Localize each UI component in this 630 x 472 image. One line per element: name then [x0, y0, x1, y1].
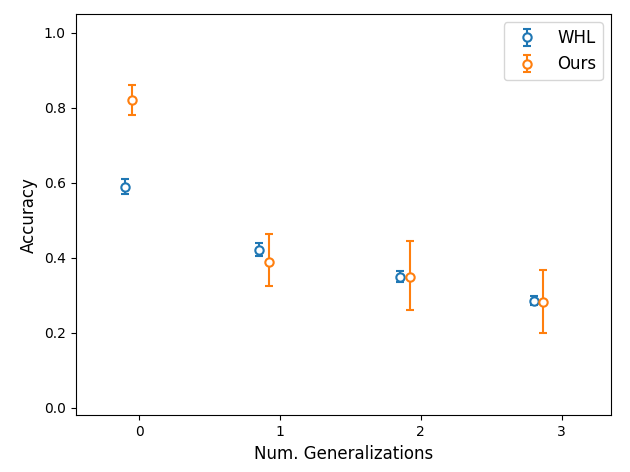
Y-axis label: Accuracy: Accuracy [20, 177, 38, 253]
Legend: WHL, Ours: WHL, Ours [503, 23, 603, 80]
X-axis label: Num. Generalizations: Num. Generalizations [254, 445, 433, 463]
